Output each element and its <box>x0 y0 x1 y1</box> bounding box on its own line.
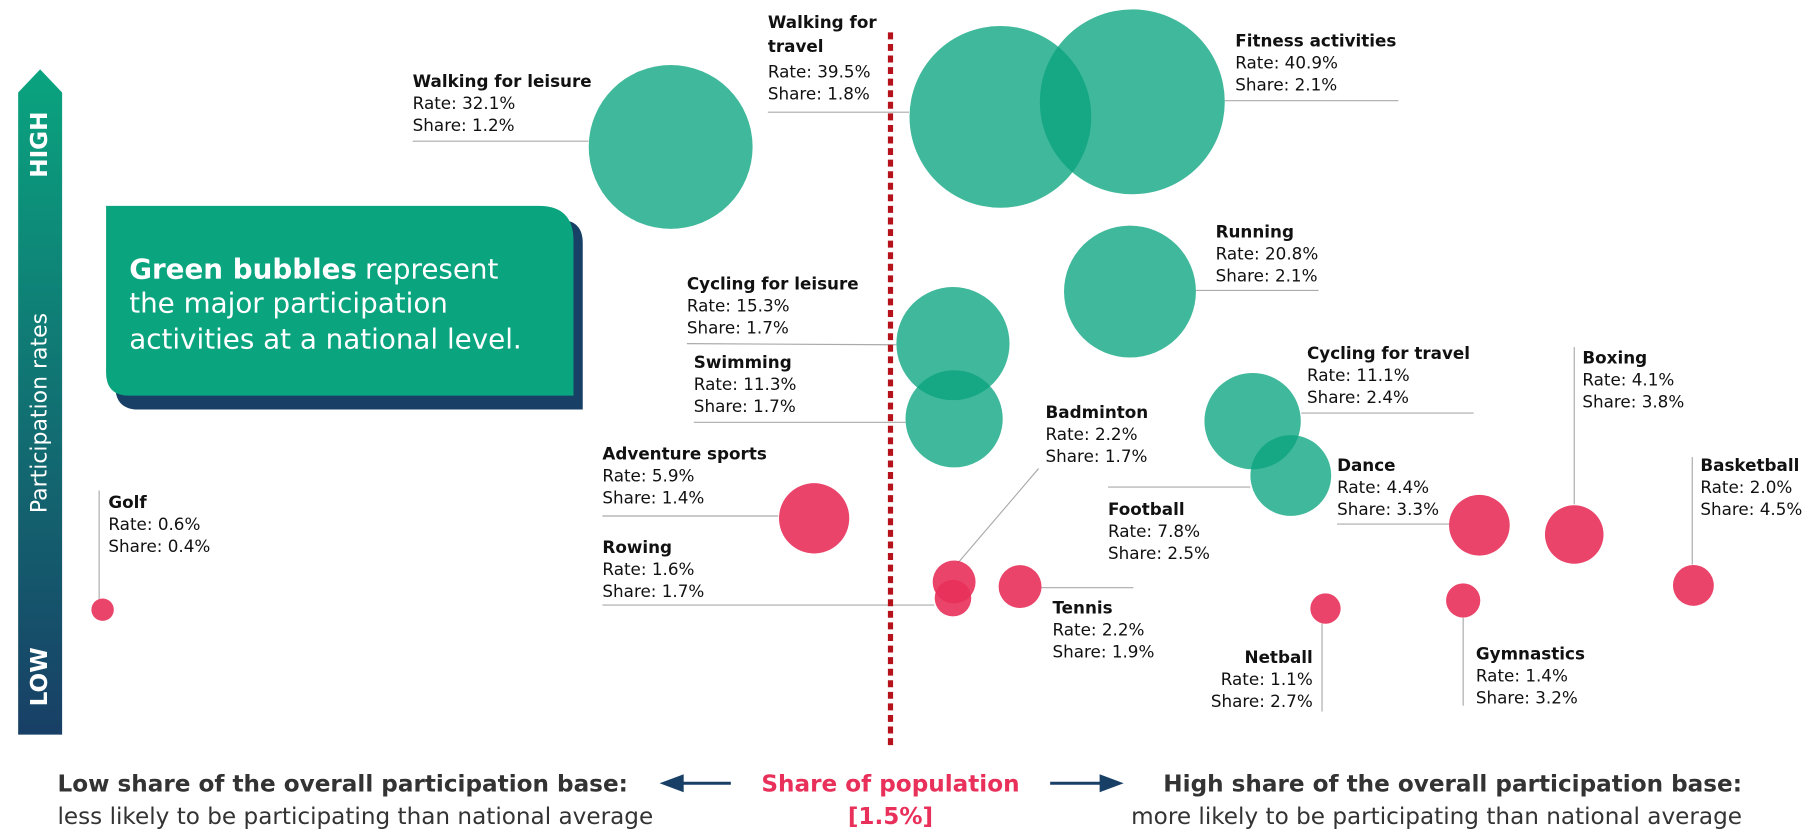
activity-name: Gymnastics <box>1476 644 1585 664</box>
rate-label: Rate: 7.8% <box>1108 521 1200 541</box>
callout-box <box>106 205 574 396</box>
leader-line <box>686 343 897 346</box>
share-label: Share: 2.7% <box>1211 691 1313 711</box>
left-arrow <box>659 774 731 793</box>
share-label: Share: 1.7% <box>694 396 796 416</box>
bubble <box>905 370 1003 468</box>
share-label: Share: 2.1% <box>1216 265 1318 285</box>
bubble <box>998 565 1042 609</box>
share-label: Share: 1.4% <box>602 487 704 507</box>
activity-name: Cycling for travel <box>1307 343 1470 363</box>
activity-name: Swimming <box>694 352 792 372</box>
rate-label: Rate: 1.4% <box>1476 666 1568 686</box>
activity-name: Adventure sports <box>602 444 766 464</box>
rate-label: Rate: 11.1% <box>1307 365 1410 385</box>
rate-label: Rate: 4.4% <box>1337 477 1429 497</box>
activity-name: Cycling for leisure <box>687 273 859 293</box>
bubble <box>1310 593 1341 624</box>
rate-label: Rate: 1.6% <box>602 559 694 579</box>
activity-name: Fitness activities <box>1235 30 1396 50</box>
bubble <box>896 287 1010 401</box>
bubble <box>932 560 976 604</box>
rate-label: Rate: 2.2% <box>1052 619 1144 639</box>
share-label: Share: 1.8% <box>768 84 870 104</box>
share-label: Share: 2.4% <box>1307 387 1409 407</box>
share-label: Share: 0.4% <box>108 536 210 556</box>
rate-label: Rate: 2.0% <box>1700 477 1792 497</box>
bubble <box>1672 564 1714 606</box>
activity-name: Football <box>1108 499 1185 519</box>
callout-line: the major participation <box>129 287 448 320</box>
bubble <box>1449 494 1510 556</box>
activity-name: Netball <box>1245 647 1313 667</box>
bubble <box>779 483 850 554</box>
activity-name: Running <box>1216 221 1294 241</box>
share-label: Share: 1.7% <box>602 581 704 601</box>
share-label: Share: 3.2% <box>1476 688 1578 708</box>
bubble <box>1446 583 1481 618</box>
bubble <box>1544 505 1604 564</box>
rate-label: Rate: 1.1% <box>1221 669 1313 689</box>
rate-label: Rate: 39.5% <box>768 62 871 82</box>
bubble <box>1250 435 1332 516</box>
share-label: Share: 1.9% <box>1052 641 1154 661</box>
rate-label: Rate: 15.3% <box>687 295 790 315</box>
rate-label: Rate: 32.1% <box>413 93 516 113</box>
right-arrow <box>1050 774 1124 793</box>
label-box: Walking for travel <box>767 13 877 57</box>
rate-label: Rate: 0.6% <box>108 514 200 534</box>
share-label: Share: 3.8% <box>1582 391 1684 411</box>
activity-name: Golf <box>108 492 147 512</box>
rate-label: Rate: 20.8% <box>1216 243 1319 263</box>
share-label: Share: 2.1% <box>1235 74 1337 94</box>
share-label: Share: 1.2% <box>413 115 515 135</box>
activity-name: Tennis <box>1052 597 1112 617</box>
rate-label: Rate: 4.1% <box>1582 369 1674 389</box>
callout-line: activities at a national level. <box>129 322 522 355</box>
activity-name: Badminton <box>1046 402 1149 422</box>
share-label: Share: 2.5% <box>1108 543 1210 563</box>
rate-label: Rate: 2.2% <box>1046 424 1138 444</box>
bubble <box>91 598 114 621</box>
bubble <box>1064 225 1196 358</box>
center-label: Share of population <box>761 771 1019 797</box>
activity-name: Boxing <box>1582 347 1647 367</box>
leader-line <box>957 468 1040 564</box>
rate-label: Rate: 11.3% <box>694 374 797 394</box>
axis-high: HIGH <box>27 111 53 177</box>
axis-label: Participation rates <box>28 313 53 513</box>
axis-low: LOW <box>27 647 53 706</box>
left-title: Low share of the overall participation b… <box>57 771 627 797</box>
axis-arrow <box>18 69 63 735</box>
activity-name: Rowing <box>602 537 672 557</box>
bubble <box>588 64 753 229</box>
bubble <box>1039 9 1225 195</box>
rate-label: Rate: 5.9% <box>602 466 694 486</box>
center-value: [1.5%] <box>848 804 933 830</box>
activity-name: Walking for leisure <box>413 71 592 91</box>
share-label: Share: 1.7% <box>1046 446 1148 466</box>
right-title: High share of the overall participation … <box>1163 771 1742 797</box>
activity-name: Walking for travel <box>767 13 877 57</box>
share-label: Share: 3.3% <box>1337 499 1439 519</box>
right-text: more likely to be participating than nat… <box>1131 804 1742 830</box>
rate-label: Rate: 40.9% <box>1235 52 1338 72</box>
share-label: Share: 1.7% <box>687 317 789 337</box>
callout-line: Green bubbles represent <box>129 252 498 285</box>
left-text: less likely to be participating than nat… <box>57 804 653 830</box>
activity-name: Basketball <box>1700 455 1799 475</box>
share-label: Share: 4.5% <box>1700 499 1802 519</box>
activity-name: Dance <box>1337 455 1395 475</box>
